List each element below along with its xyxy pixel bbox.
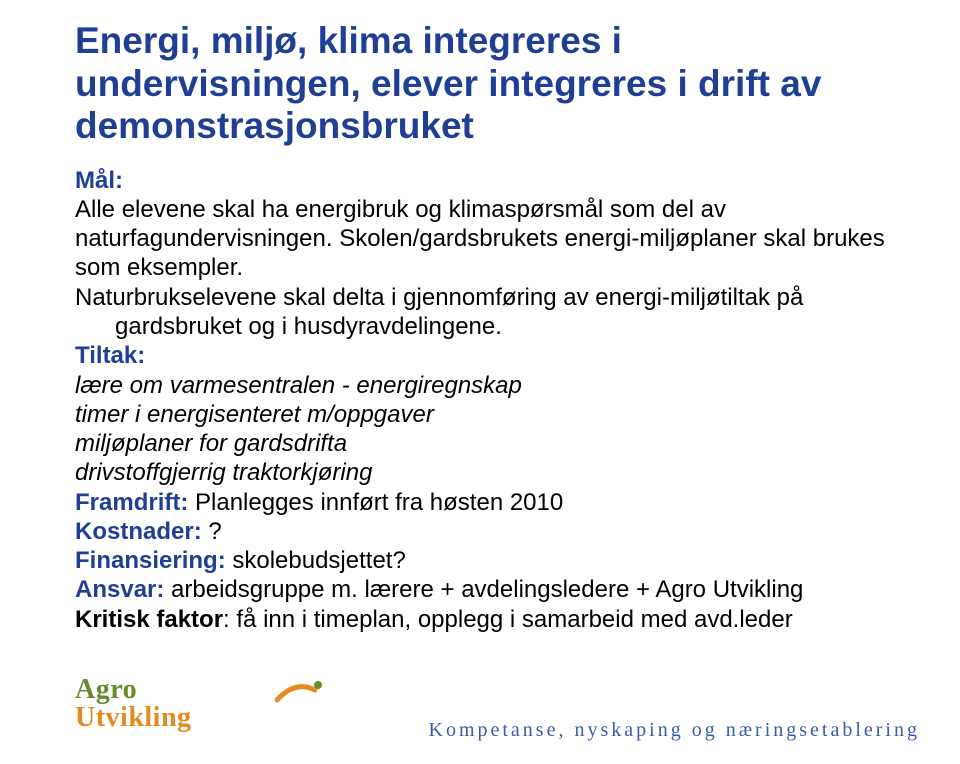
- slide-footer: Agro Utvikling Kompetanse, nyskaping og …: [0, 664, 960, 764]
- slide-content: Energi, miljø, klima integreres i underv…: [0, 0, 960, 634]
- maal-label: Mål:: [75, 167, 123, 194]
- slide-body: Mål: Alle elevene skal ha energibruk og …: [75, 166, 900, 634]
- footer-tagline: Kompetanse, nyskaping og næringsetableri…: [429, 719, 921, 742]
- maal-text-1: Alle elevene skal ha energibruk og klima…: [75, 195, 900, 283]
- framdrift-text: Planlegges innført fra høsten 2010: [188, 489, 563, 516]
- tiltak-line-4: drivstoffgjerrig traktorkjøring: [75, 458, 900, 487]
- tiltak-label: Tiltak:: [75, 342, 145, 369]
- kostnader-text: ?: [202, 518, 222, 545]
- finansiering-text: skolebudsjettet?: [226, 547, 406, 574]
- finansiering-label: Finansiering:: [75, 547, 226, 574]
- logo-swoosh-icon: [275, 678, 325, 708]
- tiltak-line-3: miljøplaner for gardsdrifta: [75, 429, 900, 458]
- logo-text-top: Agro: [75, 676, 192, 704]
- slide-title: Energi, miljø, klima integreres i underv…: [75, 20, 900, 148]
- logo-text-bottom: Utvikling: [75, 704, 192, 732]
- ansvar-label: Ansvar:: [75, 576, 164, 603]
- framdrift-label: Framdrift:: [75, 489, 188, 516]
- maal-text-2: Naturbrukselevene skal delta i gjennomfø…: [75, 283, 900, 342]
- logo: Agro Utvikling: [75, 676, 192, 732]
- ansvar-text: arbeidsgruppe m. lærere + avdelingsleder…: [164, 576, 803, 603]
- tiltak-line-2: timer i energisenteret m/oppgaver: [75, 400, 900, 429]
- tiltak-line-1: lære om varmesentralen - energiregnskap: [75, 371, 900, 400]
- kostnader-label: Kostnader:: [75, 518, 202, 545]
- kritisk-text: : få inn i timeplan, opplegg i samarbeid…: [223, 606, 793, 633]
- kritisk-label: Kritisk faktor: [75, 606, 223, 633]
